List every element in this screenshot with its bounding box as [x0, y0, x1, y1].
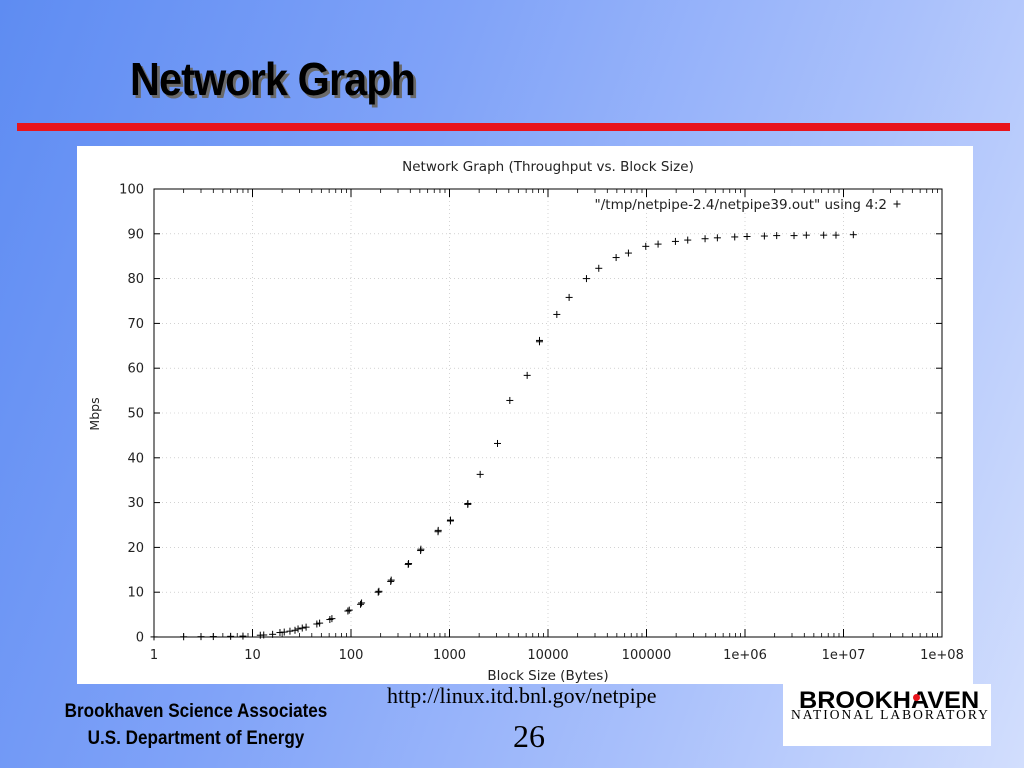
data-point: [790, 232, 798, 240]
chart-points: [150, 231, 857, 641]
x-tick-label: 10: [244, 648, 261, 663]
x-tick-label: 1000: [433, 648, 466, 663]
data-point: [328, 615, 336, 623]
legend-label: "/tmp/netpipe-2.4/netpipe39.out" using 4…: [595, 197, 887, 213]
data-point: [387, 577, 395, 585]
data-point: [417, 545, 425, 553]
data-point: [374, 588, 382, 596]
data-point: [802, 231, 810, 239]
data-point: [535, 336, 543, 344]
y-tick-label: 40: [127, 451, 144, 466]
data-point: [642, 242, 650, 250]
data-point: [358, 599, 366, 607]
data-point: [476, 470, 484, 478]
y-tick-label: 50: [127, 407, 144, 422]
slide-title: Network Graph: [130, 53, 416, 105]
x-tick-label: 10000: [527, 648, 568, 663]
data-point: [447, 516, 455, 524]
data-point: [671, 237, 679, 245]
y-tick-label: 100: [119, 183, 144, 198]
data-point: [820, 231, 828, 239]
logo-subtitle: NATIONAL LABORATORY: [791, 707, 990, 722]
data-point: [701, 235, 709, 243]
data-point: [849, 231, 857, 239]
legend-marker: [893, 200, 901, 208]
org-department: U.S. Department of Energy: [87, 728, 305, 749]
data-point: [832, 231, 840, 239]
data-point: [375, 587, 383, 595]
data-point: [298, 624, 306, 632]
data-point: [713, 234, 721, 242]
logo-wordmark: BROOKHAVEN: [799, 687, 980, 714]
y-tick-label: 20: [127, 541, 144, 556]
x-tick-label: 1: [150, 648, 158, 663]
data-point: [294, 625, 302, 633]
data-point: [612, 254, 620, 262]
data-point: [565, 293, 573, 301]
data-point: [595, 264, 603, 272]
x-tick-label: 1e+08: [920, 648, 964, 663]
data-point: [180, 633, 188, 641]
data-point: [269, 630, 277, 638]
org-name: Brookhaven Science Associates: [64, 701, 328, 722]
y-tick-label: 70: [127, 317, 144, 332]
data-point: [302, 623, 310, 631]
data-point: [506, 396, 514, 404]
chart-title: Network Graph (Throughput vs. Block Size…: [402, 159, 694, 175]
data-point: [286, 627, 294, 635]
data-point: [684, 236, 692, 244]
data-point: [405, 560, 413, 568]
y-tick-label: 80: [127, 272, 144, 287]
y-tick-label: 0: [136, 631, 144, 646]
y-axis-label: Mbps: [87, 397, 102, 430]
data-point: [260, 631, 268, 639]
data-point: [344, 607, 352, 615]
data-point: [760, 232, 768, 240]
data-point: [197, 633, 205, 641]
data-point: [464, 499, 472, 507]
data-point: [743, 232, 751, 240]
y-tick-label: 10: [127, 586, 144, 601]
data-point: [387, 576, 395, 584]
data-point: [523, 371, 531, 379]
data-point: [553, 310, 561, 318]
chart-panel: 0 10 20 30 40 50 60 70 80 90 100 1 10 100 1000 10000 100…: [77, 146, 973, 684]
y-tick-label: 90: [127, 227, 144, 242]
data-point: [239, 632, 247, 640]
data-point: [280, 628, 288, 636]
data-point: [345, 606, 353, 614]
brookhaven-logo: BROOKHAVEN NATIONAL LABORATORY: [783, 684, 991, 746]
source-url-link[interactable]: http://linux.itd.bnl.gov/netpipe: [387, 683, 657, 708]
x-tick-label: 100000: [622, 648, 672, 663]
x-tick-label: 1e+06: [723, 648, 767, 663]
data-point: [150, 633, 158, 641]
data-point: [731, 233, 739, 241]
page-number: 26: [513, 718, 545, 754]
data-point: [494, 439, 502, 447]
logo-dot-icon: [913, 694, 920, 701]
data-point: [209, 633, 217, 641]
data-point: [654, 240, 662, 248]
plot-frame: [153, 188, 943, 638]
data-point: [773, 232, 781, 240]
chart-legend: "/tmp/netpipe-2.4/netpipe39.out" using 4…: [595, 197, 901, 213]
chart-grid: [154, 189, 942, 637]
data-point: [582, 275, 590, 283]
y-tick-label: 30: [127, 496, 144, 511]
x-tick-label: 100: [339, 648, 364, 663]
x-axis-label: Block Size (Bytes): [487, 668, 608, 684]
title-divider: [17, 123, 1010, 131]
data-point: [316, 619, 324, 627]
data-point: [227, 632, 235, 640]
data-point: [291, 626, 299, 634]
data-point: [357, 600, 365, 608]
y-tick-label: 60: [127, 362, 144, 377]
data-point: [434, 526, 442, 534]
data-point: [624, 249, 632, 257]
x-tick-label: 1e+07: [822, 648, 866, 663]
legend-plus-marker: [893, 200, 901, 208]
